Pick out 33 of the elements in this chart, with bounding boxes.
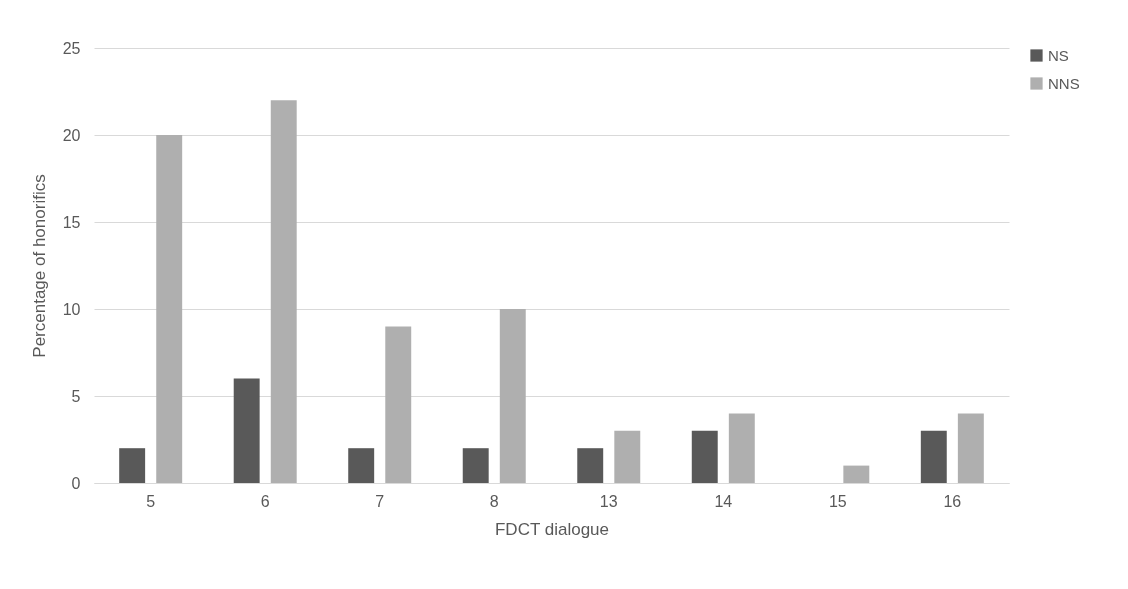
y-tick-label: 0 [71, 474, 81, 492]
x-tick-label: 15 [828, 492, 847, 510]
y-tick-label: 10 [62, 300, 81, 318]
x-tick-label: 14 [714, 492, 733, 510]
y-tick-label: 5 [71, 387, 81, 405]
y-tick-label: 20 [62, 126, 81, 144]
y-tick-label: 25 [62, 39, 81, 57]
bar [119, 448, 146, 483]
x-tick-label: 7 [375, 492, 385, 510]
y-axis-title: Percentage of honorifics [29, 174, 49, 358]
legend-label: NNS [1048, 74, 1080, 92]
x-tick-label: 16 [943, 492, 962, 510]
x-tick-label: 8 [489, 492, 499, 510]
bar [577, 448, 604, 483]
bar [270, 100, 297, 483]
bar [920, 430, 947, 483]
bar [614, 430, 641, 483]
bar [462, 448, 489, 483]
x-tick-label: 6 [260, 492, 270, 510]
x-tick-label: 13 [599, 492, 618, 510]
x-tick-label: 5 [146, 492, 156, 510]
bar [156, 135, 183, 483]
y-tick-label: 15 [62, 213, 81, 231]
bar [728, 413, 755, 483]
x-axis-title: FDCT dialogue [494, 519, 610, 539]
bar [385, 326, 412, 483]
bar [233, 378, 260, 483]
bar [499, 309, 526, 483]
bar [843, 465, 870, 483]
bar [348, 448, 375, 483]
bar [691, 430, 718, 483]
legend-label: NS [1048, 46, 1069, 64]
bar [957, 413, 984, 483]
